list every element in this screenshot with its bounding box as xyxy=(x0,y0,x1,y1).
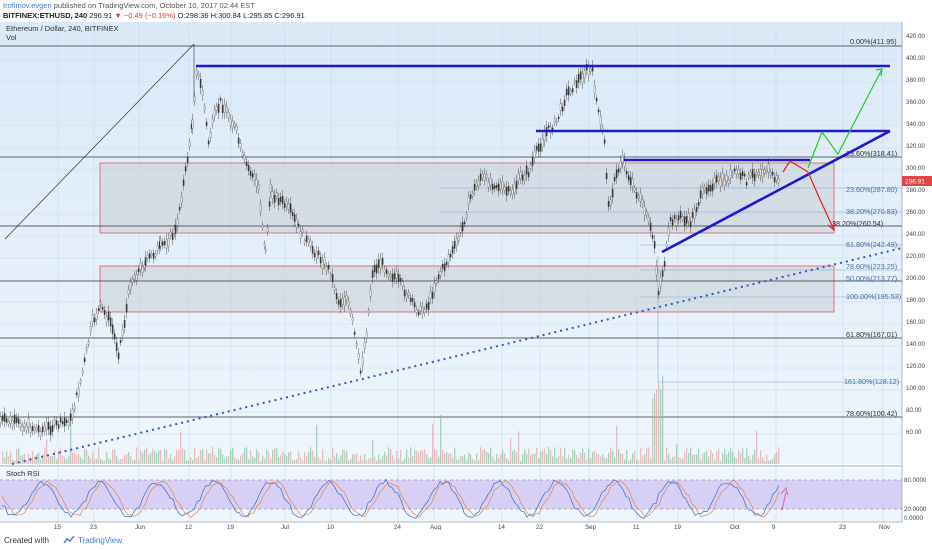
ohlc-values: O:298.36 H:300.84 L:295.85 C:296.91 xyxy=(177,11,305,20)
price-tick-label: 200.00 xyxy=(906,275,925,282)
stoch-tick-label: 20.0000 xyxy=(904,506,927,513)
price-tick-label: 300.00 xyxy=(906,165,925,172)
time-tick-label: 24 xyxy=(394,524,401,530)
publish-text: published on TradingView.com, October 10… xyxy=(53,1,255,10)
time-tick-label: 23 xyxy=(839,524,846,530)
time-tick-label: 9 xyxy=(772,524,776,530)
publish-line: trofimov.evgen published on TradingView.… xyxy=(3,1,255,10)
fib-labels: 0.00%(411.95) 23.60%(318.41) 23.60%(287.… xyxy=(832,37,901,418)
chart-area[interactable]: 0.00%(411.95) 23.60%(318.41) 23.60%(287.… xyxy=(0,22,932,531)
last-price-tag xyxy=(902,176,932,186)
time-tick-label: 11 xyxy=(633,524,640,530)
price-tick-label: 160.00 xyxy=(906,319,925,326)
resistance-lines[interactable] xyxy=(196,64,891,254)
created-with-text: Created with xyxy=(4,536,49,545)
time-tick-label: Oct xyxy=(730,524,740,530)
time-tick-label: Jul xyxy=(281,524,289,530)
time-tick-label: 19 xyxy=(227,524,234,530)
stoch-axis-labels: 80.0000 20.0000 0.0000 xyxy=(904,477,927,522)
bullish-projection-arrows[interactable] xyxy=(807,68,883,169)
fib-label: 23.60%(287.80) xyxy=(846,185,897,194)
tradingview-logo-icon xyxy=(63,535,75,544)
price-tick-label: 180.00 xyxy=(906,297,925,304)
price-tick-label: 80.00 xyxy=(906,407,922,414)
price-tick-label: 340.00 xyxy=(906,121,925,128)
price-tick-label: 100.00 xyxy=(906,385,925,392)
price-change: ▼ −0.49 (−0.16%) xyxy=(114,11,176,20)
time-tick-label: Nov xyxy=(879,524,891,530)
volume-histogram xyxy=(2,375,780,464)
time-tick-label: Sep xyxy=(585,524,597,530)
symbol-name: BITFINEX:ETHUSD, 240 xyxy=(3,11,88,20)
time-axis[interactable] xyxy=(0,522,932,530)
stoch-tick-label: 80.0000 xyxy=(904,477,927,484)
last-price: 296.91 xyxy=(89,11,113,20)
fib-level-lines[interactable] xyxy=(0,45,902,418)
fib-label: 78.60%(100.42) xyxy=(846,409,897,418)
price-chart-svg[interactable]: 0.00%(411.95) 23.60%(318.41) 23.60%(287.… xyxy=(0,22,932,531)
volume-label: Vol xyxy=(6,33,17,42)
symbol-line: BITFINEX:ETHUSD, 240 296.91 ▼ −0.49 (−0.… xyxy=(3,11,305,20)
price-axis[interactable] xyxy=(902,22,932,530)
main-pane-background xyxy=(0,22,902,464)
tradingview-brand-link[interactable]: TradingView xyxy=(78,536,123,545)
chart-header: trofimov.evgen published on TradingView.… xyxy=(0,0,932,22)
fib-label: 61.80%(167.01) xyxy=(846,330,897,339)
price-tick-label: 220.00 xyxy=(906,253,925,260)
fib-label: 100.00%(195.53) xyxy=(846,292,901,301)
price-tick-label: 280.00 xyxy=(906,187,925,194)
price-tick-label: 420.00 xyxy=(906,33,925,40)
time-axis-labels: 15 23 Jun 12 19 Jul 10 24 Aug 14 22 Sep 11 19 Oct 9 23 No… xyxy=(54,524,891,531)
fib-label: 0.00%(411.95) xyxy=(850,37,897,46)
time-tick-label: Aug xyxy=(430,524,442,530)
price-tick-label: 120.00 xyxy=(906,363,925,370)
time-tick-label: 14 xyxy=(498,524,505,530)
time-tick-label: 23 xyxy=(90,524,97,530)
fib-label: 161.80%(128.12) xyxy=(844,377,899,386)
price-candles xyxy=(0,59,780,442)
long-term-support-line[interactable] xyxy=(11,247,903,465)
stoch-k-line xyxy=(1,478,780,519)
price-axis-labels: 420.00 400.00 380.00 360.00 340.00 320.00 300.… xyxy=(906,33,925,436)
price-tick-label: 140.00 xyxy=(906,341,925,348)
fib-label: 61.80%(242.49) xyxy=(846,240,897,249)
time-tick-label: 10 xyxy=(327,524,334,530)
time-tick-label: 19 xyxy=(674,524,681,530)
price-tick-label: 260.00 xyxy=(906,209,925,216)
author-link[interactable]: trofimov.evgen xyxy=(3,1,52,10)
footer: Created with TradingView xyxy=(0,532,932,550)
stoch-tick-label: 0.0000 xyxy=(904,515,923,522)
price-tick-label: 60.00 xyxy=(906,429,922,436)
fib-label: 78.60%(223.25) xyxy=(846,262,897,271)
price-tick-label: 320.00 xyxy=(906,143,925,150)
price-tick-label: 400.00 xyxy=(906,55,925,62)
price-tick-label: 240.00 xyxy=(906,231,925,238)
price-tick-label: 380.00 xyxy=(906,77,925,84)
chart-title: Ethereum / Dollar, 240, BITFINEX xyxy=(6,24,119,33)
time-tick-label: 22 xyxy=(536,524,543,530)
upper-range-box[interactable] xyxy=(99,162,835,234)
time-tick-label: 12 xyxy=(185,524,192,530)
stoch-rsi-label[interactable]: Stoch RSI xyxy=(6,469,40,478)
stoch-d-line xyxy=(1,480,780,518)
last-price-tag-text: 296.91 xyxy=(905,179,925,186)
fib-label: 50.00%(213.77) xyxy=(846,274,897,283)
diagonal-trendline[interactable] xyxy=(4,43,195,240)
fib-label: 38.20%(270.83) xyxy=(846,207,897,216)
fib-label: 23.60%(318.41) xyxy=(846,149,897,158)
time-tick-label: 15 xyxy=(54,524,61,530)
time-tick-label: Jun xyxy=(135,524,146,530)
price-tick-label: 360.00 xyxy=(906,99,925,106)
fib-label: 38.20%(260.54) xyxy=(832,219,883,228)
lower-range-box[interactable] xyxy=(99,265,835,313)
